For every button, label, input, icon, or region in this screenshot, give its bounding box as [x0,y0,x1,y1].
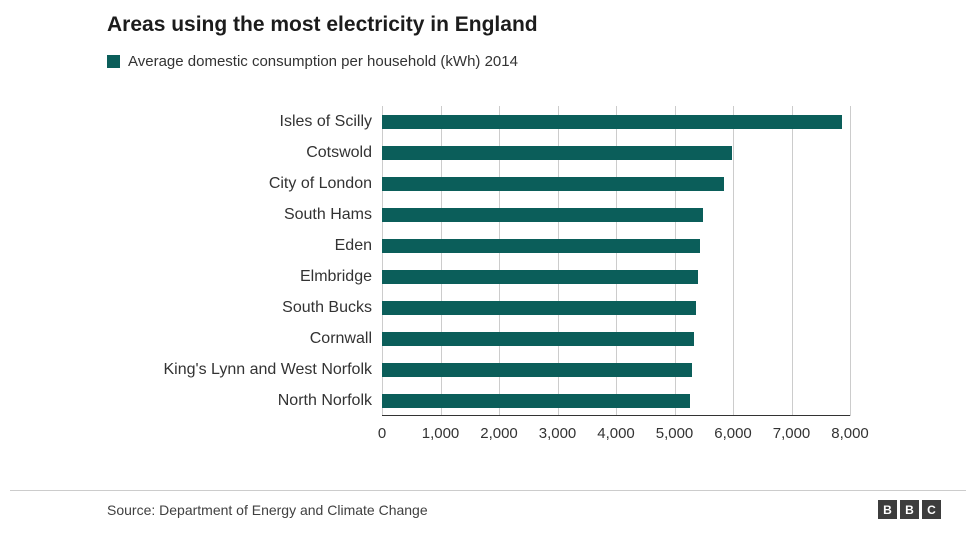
legend-swatch [107,55,120,68]
x-tick-label: 1,000 [421,425,460,442]
bar [382,238,700,253]
chart-rows: Isles of Scilly Cotswold City of London Sou… [110,106,850,416]
bar [382,145,732,160]
chart-row: Elmbridge [110,261,850,292]
x-tick-label: 5,000 [655,425,694,442]
bbc-logo-block-1: B [878,500,897,519]
gridline [791,106,793,416]
x-axis-line [382,415,850,416]
x-tick-label: 8,000 [831,425,869,442]
x-tick-label: 7,000 [772,425,811,442]
chart-row: North Norfolk [110,385,850,416]
page-title: Areas using the most electricity in Engl… [107,13,538,36]
chart-row: Cotswold [110,137,850,168]
bar-track [382,385,850,416]
category-label: North Norfolk [277,391,372,409]
bar-track [382,354,850,385]
x-tick-label: 2,000 [480,425,518,442]
footer: Source: Department of Energy and Climate… [107,500,941,519]
category-label: South Bucks [282,298,372,316]
category-label: South Hams [283,205,372,223]
category-label: City of London [268,174,372,192]
bar [382,207,703,222]
chart-row: King's Lynn and West Norfolk [110,354,850,385]
bar-track [382,137,850,168]
bar-track [382,261,850,292]
bar [382,331,695,346]
grid-overlay [382,106,851,416]
category-label: Elmbridge [299,267,372,285]
chart-row: Isles of Scilly [110,106,850,137]
gridline [616,106,617,416]
bar [382,269,698,284]
chart-plot-area: Isles of Scilly Cotswold City of London Sou… [110,106,851,416]
bbc-logo: B B C [878,500,941,519]
category-label: Isles of Scilly [279,112,372,130]
bar-track [382,168,850,199]
bbc-logo-block-3: C [922,500,941,519]
category-label: Eden [334,236,372,254]
bar-chart: Isles of Scilly Cotswold City of London Sou… [110,106,869,446]
bar [382,362,693,377]
category-label: King's Lynn and West Norfolk [163,360,373,378]
bar [382,176,725,191]
bar-track [382,199,850,230]
bar-track [382,106,850,137]
legend: Average domestic consumption per househo… [107,53,976,70]
gridline [440,106,442,416]
x-tick-label: 0 [377,425,387,442]
bar-track [382,292,850,323]
x-tick-label: 6,000 [714,425,752,442]
category-label: Cornwall [309,329,372,347]
gridline [733,106,734,416]
chart-row: South Hams [110,199,850,230]
gridline [499,106,500,416]
gridline [850,106,851,416]
bar-track [382,230,850,261]
bar [382,393,690,408]
legend-label: Average domestic consumption per househo… [128,53,518,70]
chart-row: Eden [110,230,850,261]
bar [382,300,697,315]
bbc-logo-block-2: B [900,500,919,519]
chart-row: Cornwall [110,323,850,354]
chart-row: South Bucks [110,292,850,323]
chart-row: City of London [110,168,850,199]
gridline [557,106,559,416]
category-label: Cotswold [306,143,372,161]
bar [382,114,843,129]
gridline [674,106,676,416]
source-text: Source: Department of Energy and Climate… [107,501,428,518]
bar-track [382,323,850,354]
gridline [382,106,383,416]
x-tick-label: 3,000 [538,425,577,442]
x-axis: 0 1,000 2,000 3,000 4,000 5,000 6,000 7,000 8,00… [378,416,869,446]
footer-divider [10,490,966,491]
x-tick-label: 4,000 [597,425,635,442]
